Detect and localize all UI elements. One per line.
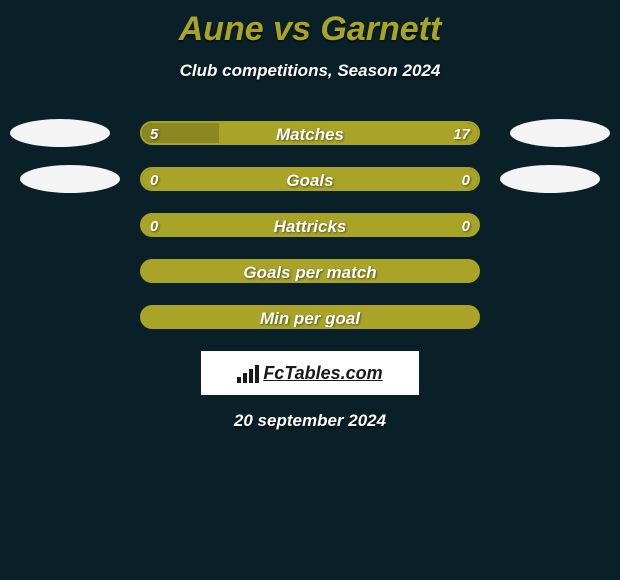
stat-row: Min per goal (0, 305, 620, 329)
stat-value-right: 0 (462, 169, 470, 191)
stat-label: Goals per match (142, 261, 478, 283)
date-label: 20 september 2024 (0, 411, 620, 431)
comparison-widget: Aune vs Garnett Club competitions, Seaso… (0, 0, 620, 580)
stat-label: Hattricks (142, 215, 478, 237)
brand-text: FcTables.com (263, 363, 382, 383)
stat-bar: 5 Matches 17 (140, 121, 480, 145)
stat-bar: 0 Goals 0 (140, 167, 480, 191)
stat-bar: Goals per match (140, 259, 480, 283)
subtitle: Club competitions, Season 2024 (0, 61, 620, 81)
stat-row: 0 Hattricks 0 (0, 213, 620, 237)
stat-label: Matches (142, 123, 478, 145)
page-title: Aune vs Garnett (0, 0, 620, 49)
stat-label: Min per goal (142, 307, 478, 329)
stat-bar: 0 Hattricks 0 (140, 213, 480, 237)
stat-label: Goals (142, 169, 478, 191)
stat-rows: 5 Matches 17 0 Goals 0 0 (0, 121, 620, 329)
stat-bar: Min per goal (140, 305, 480, 329)
player-avatar-left (10, 119, 110, 147)
player-avatar-left (20, 165, 120, 193)
stat-value-right: 0 (462, 215, 470, 237)
chart-icon (237, 365, 259, 383)
stat-row: 5 Matches 17 (0, 121, 620, 145)
stat-value-right: 17 (453, 123, 470, 145)
stat-row: Goals per match (0, 259, 620, 283)
player-avatar-right (500, 165, 600, 193)
stat-row: 0 Goals 0 (0, 167, 620, 191)
player-avatar-right (510, 119, 610, 147)
brand-link[interactable]: FcTables.com (201, 351, 419, 395)
